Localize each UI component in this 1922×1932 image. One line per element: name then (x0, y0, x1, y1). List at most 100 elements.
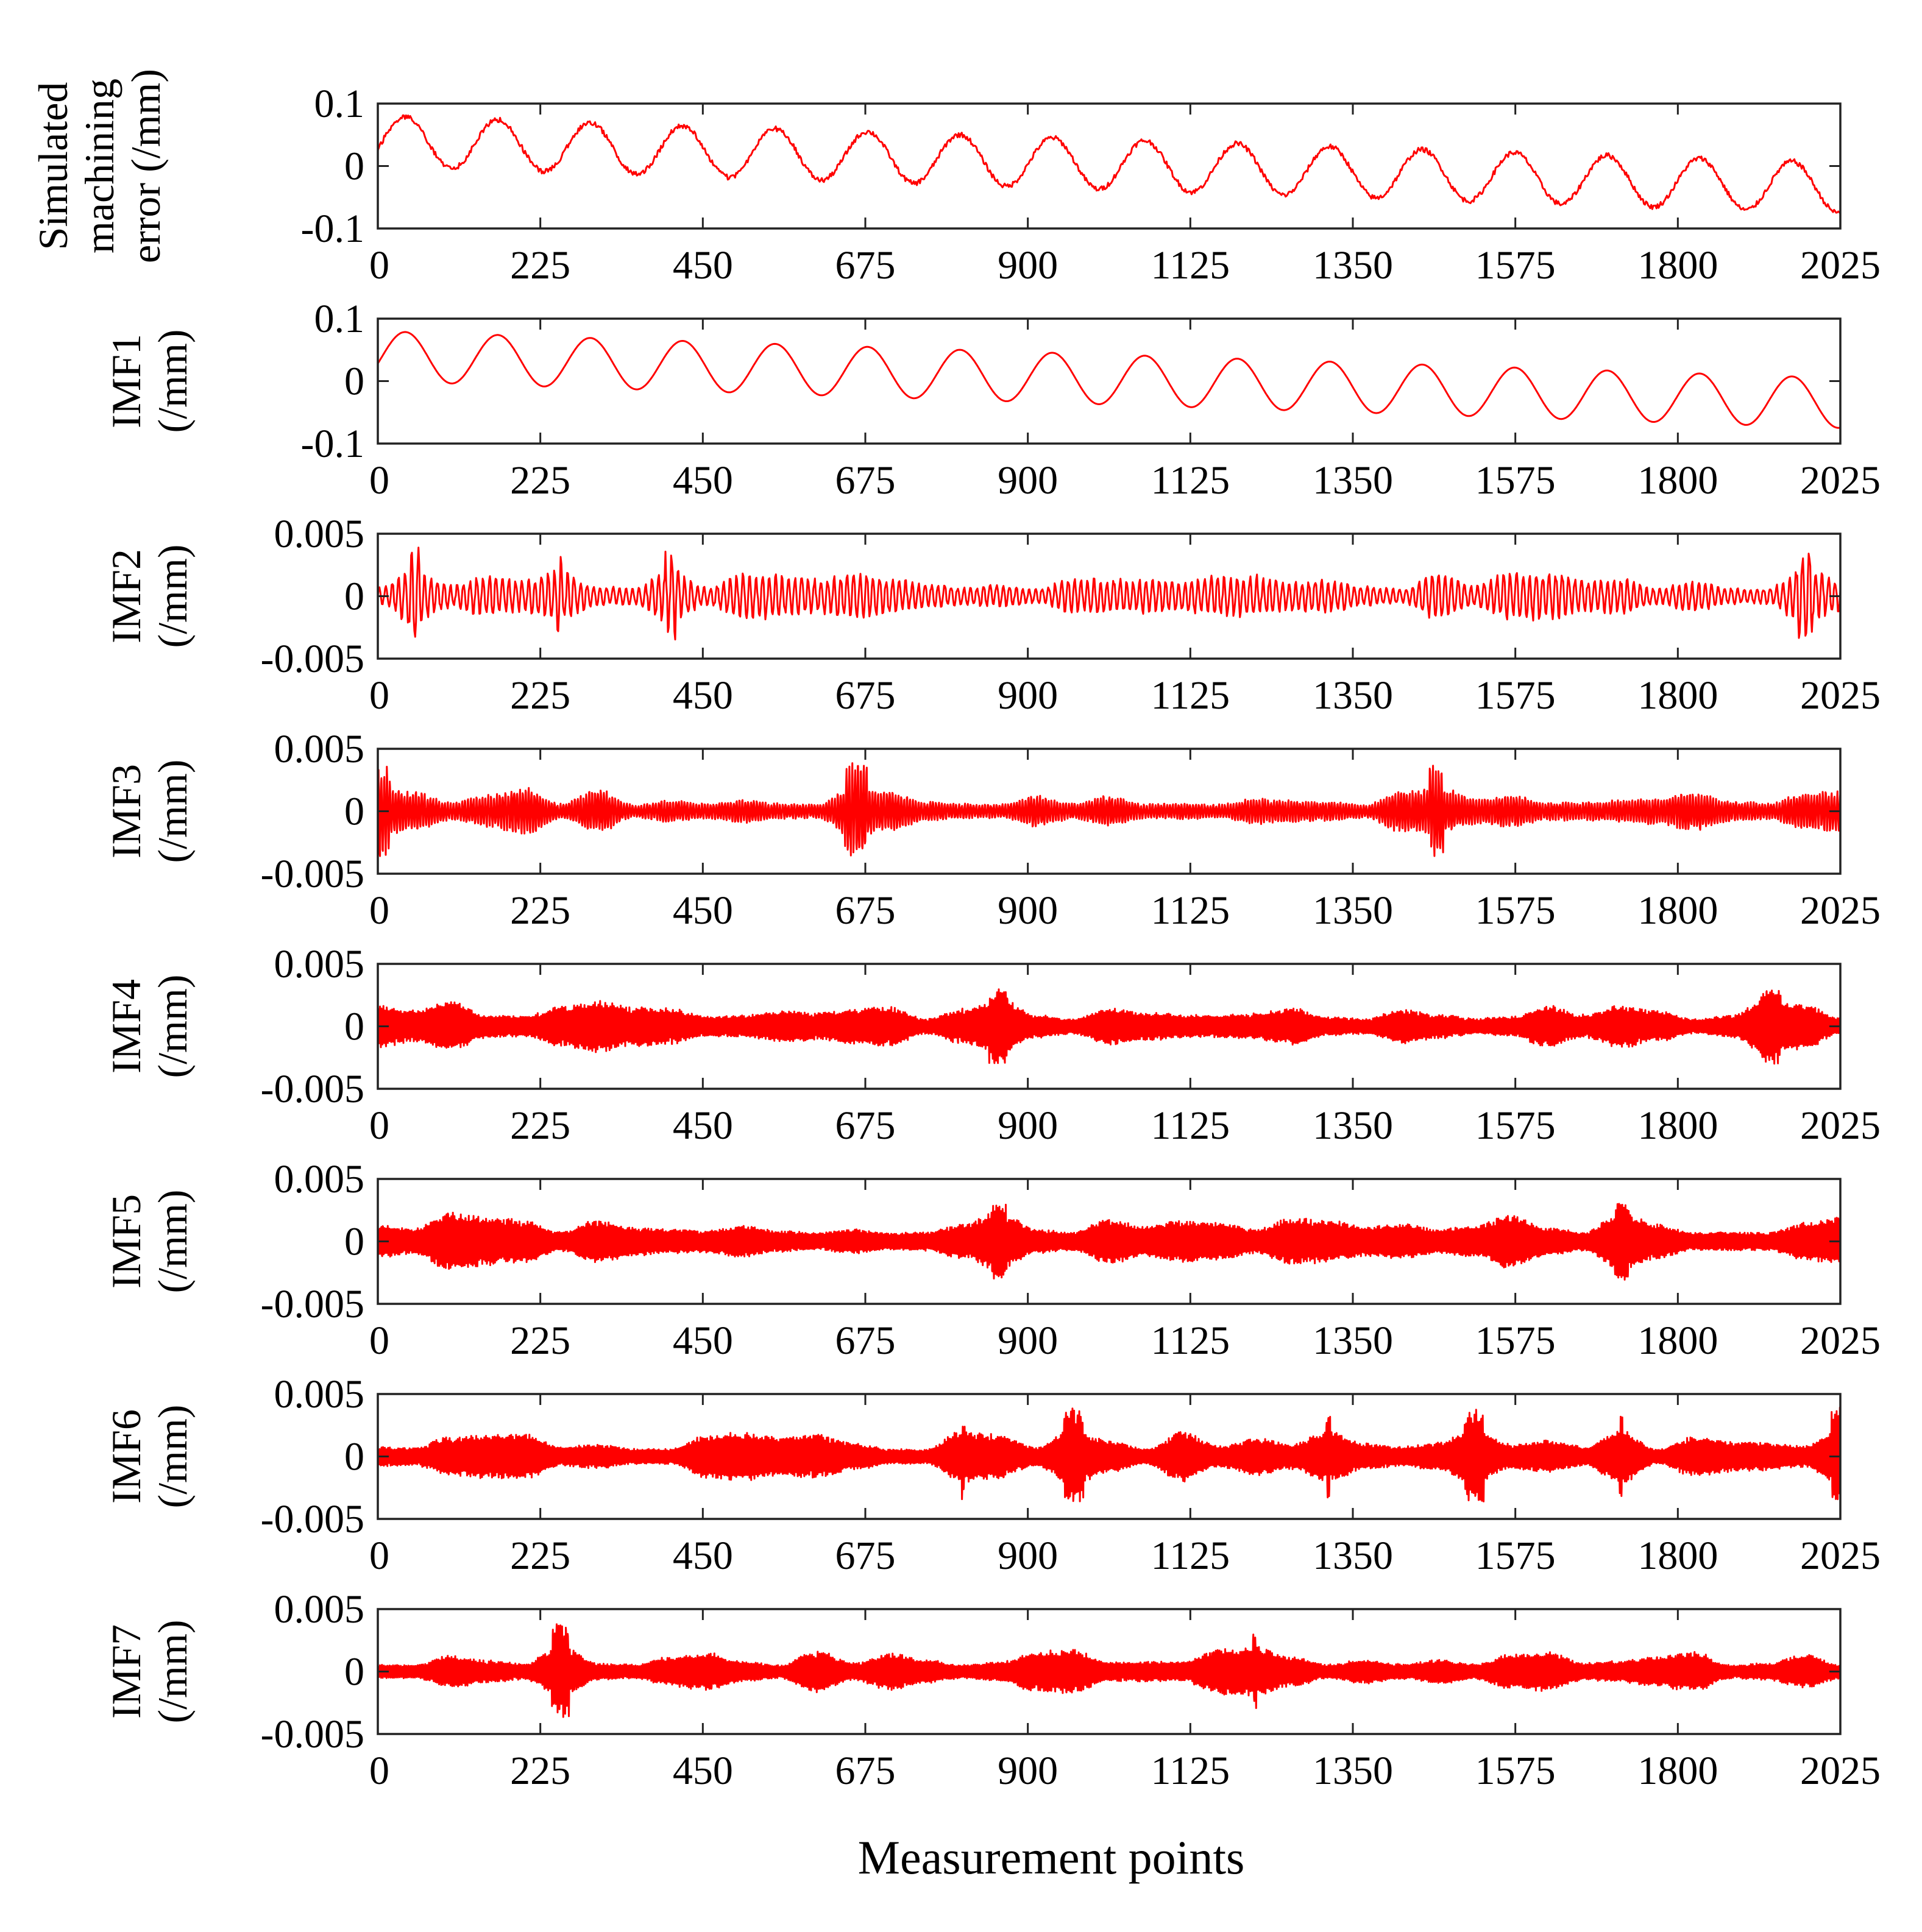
y-axis-label-line: IMF7 (103, 1624, 149, 1719)
x-tick-label: 2025 (1800, 1534, 1881, 1578)
x-tick-label: 1125 (1151, 243, 1230, 288)
y-tick-label: 0 (344, 1435, 364, 1479)
x-tick-label: 1575 (1475, 458, 1556, 503)
y-axis-label-line: (/mm) (149, 975, 196, 1078)
y-tick-label: 0 (344, 575, 364, 619)
y-axis-label-line: IMF5 (103, 1194, 149, 1289)
y-tick-label: 0 (344, 1650, 364, 1694)
y-axis-label-line: (/mm) (149, 330, 196, 433)
x-tick-label: 1350 (1313, 1534, 1393, 1578)
x-tick-label: 225 (510, 1318, 570, 1363)
x-tick-label: 900 (998, 1103, 1058, 1148)
x-tick-label: 225 (510, 673, 570, 718)
x-tick-label: 0 (369, 1749, 389, 1793)
x-tick-label: 675 (835, 673, 896, 718)
x-tick-label: 2025 (1800, 458, 1881, 503)
x-tick-label: 0 (369, 888, 389, 933)
x-tick-label: 1350 (1313, 243, 1393, 288)
x-tick-label: 900 (998, 458, 1058, 503)
y-tick-label: 0.1 (314, 297, 365, 341)
y-axis-label-line: IMF2 (103, 549, 149, 643)
x-tick-label: 0 (369, 458, 389, 503)
y-tick-label: -0.005 (261, 1497, 364, 1541)
y-axis-label-line: IMF1 (103, 334, 149, 428)
x-tick-label: 1125 (1151, 458, 1230, 503)
x-tick-label: 1350 (1313, 673, 1393, 718)
x-tick-label: 675 (835, 1534, 896, 1578)
signal-line (377, 762, 1842, 857)
y-tick-label: -0.005 (261, 852, 364, 896)
y-tick-label: 0.1 (314, 82, 365, 126)
x-tick-label: 225 (510, 888, 570, 933)
y-tick-label: 0.005 (274, 727, 365, 771)
y-tick-label: -0.005 (261, 1282, 364, 1326)
x-tick-label: 225 (510, 458, 570, 503)
x-axis-title: Measurement points (858, 1831, 1245, 1884)
x-tick-label: 0 (369, 1103, 389, 1148)
y-tick-label: 0.005 (274, 1587, 365, 1632)
x-tick-label: 1800 (1637, 243, 1718, 288)
panels-group: -0.100.10 225 450 675 900 1125 1350 1575 1800 202… (30, 69, 1881, 1793)
x-tick-label: 2025 (1800, 888, 1881, 933)
x-tick-label: 450 (673, 1103, 733, 1148)
y-axis-label-line: (/mm) (149, 1190, 196, 1293)
y-tick-label: -0.005 (261, 637, 364, 681)
y-tick-label: 0.005 (274, 1372, 365, 1417)
x-tick-label: 225 (510, 1749, 570, 1793)
y-axis-label-line: IMF4 (103, 979, 149, 1074)
signal-line (377, 547, 1842, 641)
x-tick-label: 675 (835, 1749, 896, 1793)
x-tick-label: 1800 (1637, 1749, 1718, 1793)
y-tick-label: -0.005 (261, 1067, 364, 1111)
x-tick-label: 225 (510, 1103, 570, 1148)
x-tick-label: 900 (998, 1749, 1058, 1793)
x-tick-label: 2025 (1800, 243, 1881, 288)
x-tick-label: 1575 (1475, 1318, 1556, 1363)
x-tick-label: 1575 (1475, 673, 1556, 718)
y-tick-label: 0 (344, 790, 364, 834)
signal-line (377, 1623, 1842, 1718)
x-tick-label: 0 (369, 243, 389, 288)
x-tick-label: 1350 (1313, 1749, 1393, 1793)
x-tick-label: 675 (835, 1318, 896, 1363)
y-axis-label-line: (/mm) (149, 1620, 196, 1724)
y-tick-label: -0.005 (261, 1712, 364, 1757)
x-tick-label: 0 (369, 1534, 389, 1578)
x-tick-label: 0 (369, 1318, 389, 1363)
x-tick-label: 2025 (1800, 673, 1881, 718)
y-tick-label: 0 (344, 359, 364, 404)
signal-line (377, 988, 1842, 1065)
x-tick-label: 900 (998, 243, 1058, 288)
x-tick-label: 450 (673, 1749, 733, 1793)
y-tick-label: -0.1 (301, 207, 364, 251)
x-tick-label: 1125 (1151, 888, 1230, 933)
x-tick-label: 2025 (1800, 1318, 1881, 1363)
x-tick-label: 1575 (1475, 243, 1556, 288)
y-tick-label: 0 (344, 1220, 364, 1264)
x-tick-label: 2025 (1800, 1103, 1881, 1148)
x-tick-label: 1125 (1151, 1749, 1230, 1793)
x-tick-label: 1800 (1637, 888, 1718, 933)
x-tick-label: 450 (673, 673, 733, 718)
x-tick-label: 1575 (1475, 1534, 1556, 1578)
x-tick-label: 900 (998, 888, 1058, 933)
x-tick-label: 450 (673, 458, 733, 503)
x-tick-label: 1125 (1151, 1534, 1230, 1578)
x-tick-label: 450 (673, 1534, 733, 1578)
x-tick-label: 1125 (1151, 1318, 1230, 1363)
y-tick-label: 0 (344, 144, 364, 189)
x-tick-label: 2025 (1800, 1749, 1881, 1793)
y-tick-label: 0.005 (274, 942, 365, 986)
x-tick-label: 900 (998, 1318, 1058, 1363)
x-tick-label: 1800 (1637, 1318, 1718, 1363)
x-tick-label: 1125 (1151, 673, 1230, 718)
x-tick-label: 675 (835, 243, 896, 288)
x-tick-label: 225 (510, 1534, 570, 1578)
x-tick-label: 1125 (1151, 1103, 1230, 1148)
signal-line (377, 1406, 1842, 1502)
